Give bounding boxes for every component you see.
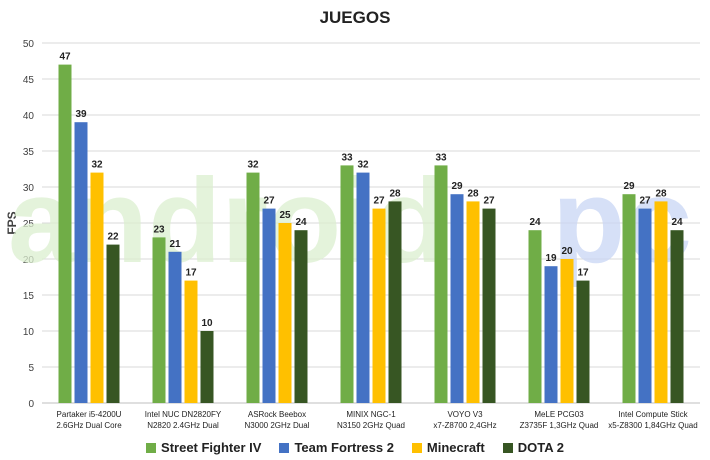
bar <box>638 208 652 403</box>
data-label: 17 <box>577 268 589 279</box>
x-tick-label: VOYO V3 <box>447 410 483 419</box>
data-label: 27 <box>373 196 385 207</box>
data-label: 29 <box>451 181 463 192</box>
bar <box>152 237 166 403</box>
bar <box>434 165 448 403</box>
bar <box>576 280 590 403</box>
data-label: 28 <box>655 188 667 199</box>
data-label: 33 <box>435 152 447 163</box>
x-tick-label: Partaker i5-4200U <box>57 410 122 419</box>
data-label: 19 <box>545 253 557 264</box>
legend-item: DOTA 2 <box>502 440 564 455</box>
x-tick-label: x5-Z8300 1,84GHz Quad <box>608 421 697 430</box>
data-label: 10 <box>201 318 213 329</box>
bar <box>450 194 464 403</box>
bar <box>560 259 574 403</box>
y-tick-label: 15 <box>23 291 35 302</box>
bar <box>200 331 214 403</box>
x-tick-label: ASRock Beebox <box>248 410 306 419</box>
y-tick-label: 40 <box>23 111 35 122</box>
bar <box>372 208 386 403</box>
bar <box>246 172 260 403</box>
bar <box>528 230 542 403</box>
data-label: 27 <box>639 196 651 207</box>
legend-label: Team Fortress 2 <box>294 440 394 455</box>
data-label: 47 <box>59 52 71 63</box>
y-axis-label: FPS <box>5 211 19 234</box>
bar <box>168 251 182 403</box>
data-label: 39 <box>75 109 87 120</box>
y-tick-label: 50 <box>23 39 35 50</box>
legend-swatch <box>146 442 157 453</box>
x-tick-label: N3150 2GHz Quad <box>337 421 405 430</box>
x-tick-label: 2.6GHz Dual Core <box>56 421 122 430</box>
bar <box>58 64 72 403</box>
bar <box>482 208 496 403</box>
data-label: 25 <box>279 210 291 221</box>
data-label: 32 <box>247 160 259 171</box>
data-label: 28 <box>467 188 479 199</box>
data-label: 27 <box>483 196 495 207</box>
y-tick-label: 30 <box>23 183 35 194</box>
legend-item: Minecraft <box>411 440 485 455</box>
data-label: 29 <box>623 181 635 192</box>
bar <box>544 266 558 403</box>
data-label: 21 <box>169 239 181 250</box>
data-label: 32 <box>357 160 369 171</box>
watermark-text-accent: pc <box>552 154 692 288</box>
y-tick-label: 25 <box>23 219 35 230</box>
data-label: 32 <box>91 160 103 171</box>
data-label: 17 <box>185 268 197 279</box>
data-label: 24 <box>295 217 307 228</box>
data-label: 24 <box>529 217 541 228</box>
data-label: 33 <box>341 152 353 163</box>
legend-label: Street Fighter IV <box>161 440 262 455</box>
y-tick-label: 35 <box>23 147 35 158</box>
bar <box>622 194 636 403</box>
bar <box>670 230 684 403</box>
legend-label: Minecraft <box>426 440 485 455</box>
data-label: 28 <box>389 188 401 199</box>
data-label: 22 <box>107 232 119 243</box>
legend-swatch <box>411 442 422 453</box>
y-tick-label: 10 <box>23 327 35 338</box>
data-label: 27 <box>263 196 275 207</box>
bar <box>388 201 402 403</box>
x-tick-label: Intel Compute Stick <box>618 410 688 419</box>
legend-swatch <box>279 442 290 453</box>
x-tick-label: N3000 2GHz Dual <box>245 421 310 430</box>
x-tick-label: Z3735F 1,3GHz Quad <box>520 421 599 430</box>
bar <box>262 208 276 403</box>
x-tick-label: MINIX NGC-1 <box>346 410 396 419</box>
bar <box>466 201 480 403</box>
legend-label: DOTA 2 <box>517 440 564 455</box>
x-tick-label: x7-Z8700 2,4GHz <box>433 421 496 430</box>
bar <box>340 165 354 403</box>
bar <box>356 172 370 403</box>
data-label: 24 <box>671 217 683 228</box>
data-label: 20 <box>561 246 573 257</box>
bar <box>294 230 308 403</box>
y-tick-label: 20 <box>23 255 35 266</box>
legend-item: Team Fortress 2 <box>279 440 394 455</box>
legend-item: Street Fighter IV <box>146 440 261 455</box>
bar <box>184 280 198 403</box>
x-tick-label: N2820 2.4GHz Dual <box>147 421 219 430</box>
y-tick-label: 45 <box>23 75 35 86</box>
bar <box>106 244 120 403</box>
data-label: 23 <box>153 224 165 235</box>
bar <box>90 172 104 403</box>
y-tick-label: 0 <box>28 399 34 410</box>
legend-swatch <box>502 442 513 453</box>
chart-title: JUEGOS <box>319 8 391 27</box>
bar <box>278 223 292 403</box>
x-tick-label: Intel NUC DN2820FY <box>145 410 222 419</box>
legend: Street Fighter IV Team Fortress 2 Minecraf… <box>0 440 710 455</box>
x-tick-label: MeLE PCG03 <box>534 410 584 419</box>
y-tick-label: 5 <box>28 363 34 374</box>
bar <box>654 201 668 403</box>
bar <box>74 122 88 403</box>
